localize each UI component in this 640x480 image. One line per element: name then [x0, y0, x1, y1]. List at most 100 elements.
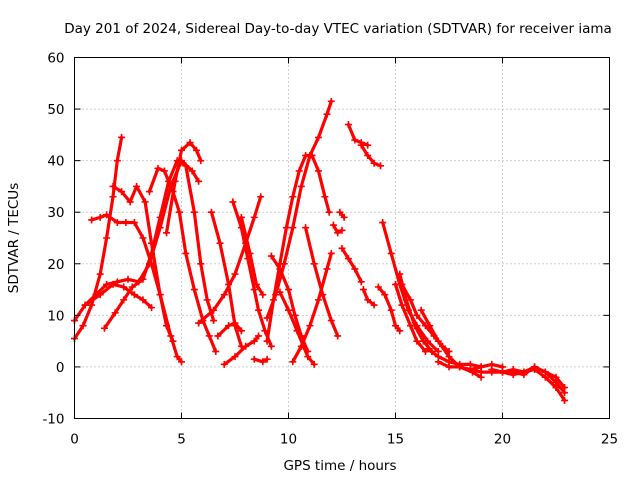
data-point — [250, 355, 258, 363]
data-point — [169, 337, 177, 345]
data-point — [220, 360, 228, 368]
data-point — [321, 193, 329, 201]
data-point — [327, 249, 335, 257]
data-point — [327, 97, 335, 105]
data-point — [392, 322, 399, 330]
data-point — [246, 249, 254, 257]
series-line — [216, 321, 243, 338]
series-line — [361, 288, 376, 307]
data-point — [282, 224, 290, 232]
x-tick-label: 5 — [177, 432, 186, 448]
data-series-5 — [81, 280, 156, 312]
data-point — [88, 216, 96, 224]
data-point — [118, 133, 126, 141]
data-point — [103, 234, 111, 242]
data-point — [178, 358, 185, 366]
data-point — [272, 291, 280, 299]
series-layer — [71, 97, 569, 404]
data-point — [255, 332, 263, 340]
data-point — [357, 141, 365, 149]
data-series-7 — [145, 164, 220, 355]
data-point — [323, 110, 331, 118]
data-point — [351, 265, 359, 273]
data-point — [306, 322, 314, 330]
data-point — [314, 133, 322, 141]
data-point — [338, 226, 346, 234]
data-point — [237, 327, 245, 335]
series-line — [359, 143, 383, 168]
data-point — [280, 260, 288, 268]
data-point — [310, 360, 318, 368]
data-point — [109, 280, 117, 288]
chart-title: Day 201 of 2024, Sidereal Day-to-day VTE… — [64, 21, 612, 37]
data-point — [392, 280, 399, 288]
data-point — [289, 224, 297, 232]
data-point — [231, 319, 239, 327]
data-point — [182, 162, 190, 170]
data-point — [364, 151, 372, 159]
data-point — [160, 167, 168, 175]
data-point — [156, 291, 164, 299]
data-point — [195, 177, 203, 185]
data-point — [120, 283, 128, 291]
data-point — [113, 219, 121, 227]
data-point — [297, 182, 305, 190]
data-point — [499, 368, 506, 376]
data-series-14 — [220, 332, 263, 368]
data-point — [111, 309, 119, 317]
data-point — [163, 229, 171, 237]
data-series-11 — [229, 198, 275, 350]
data-point — [128, 283, 136, 291]
data-point — [374, 283, 382, 291]
data-point — [424, 345, 432, 353]
data-point — [192, 146, 200, 154]
data-point — [306, 151, 314, 159]
data-point — [130, 291, 138, 299]
data-point — [357, 278, 365, 286]
data-point — [79, 322, 87, 330]
data-point — [509, 368, 517, 376]
data-point — [334, 332, 342, 340]
data-point — [257, 193, 265, 201]
data-point — [413, 311, 421, 319]
data-point — [173, 353, 181, 361]
data-point — [100, 324, 108, 332]
data-point — [182, 249, 190, 257]
y-tick-label: 0 — [56, 360, 65, 376]
data-point — [477, 368, 485, 376]
plot-frame — [74, 57, 610, 419]
data-point — [359, 286, 367, 294]
data-point — [220, 291, 228, 299]
data-point — [197, 260, 205, 268]
data-point — [178, 146, 185, 154]
data-point — [195, 319, 203, 327]
data-point — [190, 286, 198, 294]
data-point — [466, 366, 474, 374]
data-point — [231, 270, 239, 278]
data-point — [552, 373, 560, 381]
data-series-19 — [276, 288, 318, 368]
data-point — [310, 260, 318, 268]
data-point — [133, 182, 141, 190]
data-series-8 — [163, 139, 205, 237]
data-point — [263, 355, 271, 363]
data-point — [118, 188, 126, 196]
data-point — [323, 265, 331, 273]
data-point — [255, 306, 263, 314]
data-point — [212, 347, 220, 355]
data-point — [88, 301, 96, 309]
data-point — [445, 363, 453, 371]
y-tick-label: 50 — [47, 102, 64, 118]
data-series-26 — [357, 141, 385, 170]
data-point — [396, 327, 404, 335]
data-series-23 — [336, 208, 348, 221]
data-point — [295, 167, 303, 175]
data-point — [216, 239, 224, 247]
data-point — [96, 270, 104, 278]
series-line — [147, 166, 218, 354]
data-point — [190, 208, 198, 216]
data-series-22 — [329, 221, 346, 237]
series-line — [72, 135, 124, 341]
data-point — [81, 301, 89, 309]
